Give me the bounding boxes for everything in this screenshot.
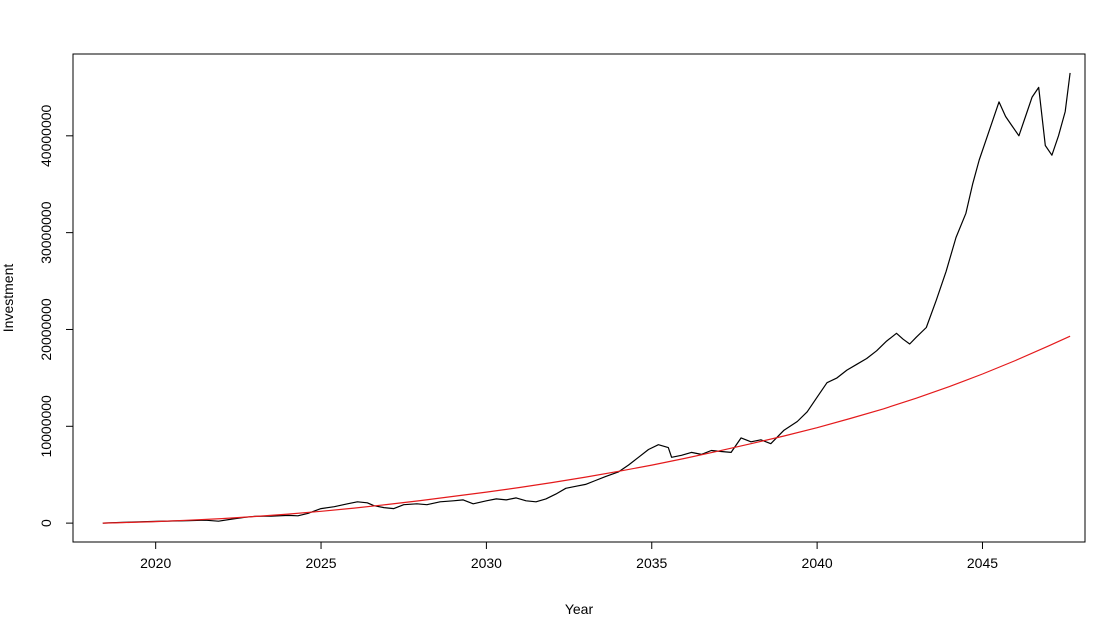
y-tick-label: 10000000 xyxy=(38,395,54,458)
x-tick-label: 2045 xyxy=(967,555,998,571)
x-tick-label: 2020 xyxy=(140,555,171,571)
series-line-black xyxy=(102,72,1071,524)
y-axis-title: Investment xyxy=(0,264,16,333)
series-line-red xyxy=(102,335,1071,524)
x-axis: 2020 2025 2030 2035 2040 2045 xyxy=(140,541,998,571)
y-tick-label: 30000000 xyxy=(38,201,54,264)
x-tick-label: 2035 xyxy=(636,555,667,571)
series-layer xyxy=(102,72,1071,524)
plot-box xyxy=(72,53,1086,543)
y-tick-label: 20000000 xyxy=(38,298,54,361)
x-axis-title: Year xyxy=(565,601,594,617)
x-tick-label: 2040 xyxy=(802,555,833,571)
x-tick-label: 2030 xyxy=(471,555,502,571)
y-axis: 0 10000000 20000000 30000000 40000000 xyxy=(38,104,74,527)
y-tick-label: 0 xyxy=(38,519,54,527)
x-tick-label: 2025 xyxy=(305,555,336,571)
y-tick-label: 40000000 xyxy=(38,104,54,167)
